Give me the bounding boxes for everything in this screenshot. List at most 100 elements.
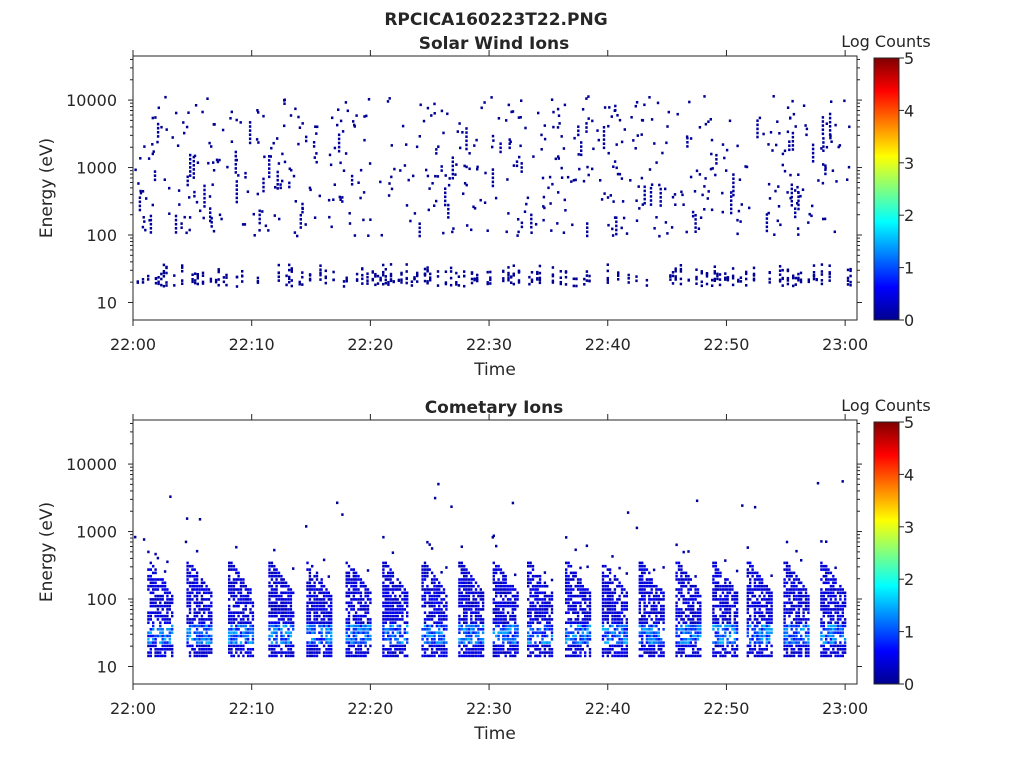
heatmap-cell xyxy=(232,611,236,614)
heatmap-cell xyxy=(444,199,447,203)
heatmap-cell xyxy=(273,628,276,631)
heatmap-cell xyxy=(790,591,793,595)
heatmap-cell xyxy=(294,107,297,111)
heatmap-cell xyxy=(428,594,431,598)
heatmap-cell xyxy=(694,214,697,217)
heatmap-cell xyxy=(426,571,429,575)
x-tick-label: 22:50 xyxy=(703,335,749,354)
heatmap-cell xyxy=(574,604,577,608)
heatmap-cell xyxy=(421,564,424,568)
heatmap-cell xyxy=(138,196,142,199)
heatmap-cell xyxy=(731,598,734,601)
heatmap-cell xyxy=(618,641,621,644)
heatmap-cell xyxy=(830,100,833,103)
heatmap-cell xyxy=(189,170,192,173)
heatmap-cell xyxy=(230,631,233,634)
heatmap-cell xyxy=(391,591,395,595)
heatmap-cell xyxy=(543,634,547,638)
heatmap-cell xyxy=(820,147,823,150)
heatmap-cell xyxy=(282,608,285,611)
heatmap-cell xyxy=(191,273,194,276)
heatmap-cell xyxy=(680,594,683,598)
heatmap-cell xyxy=(275,581,278,585)
heatmap-cell xyxy=(733,631,736,634)
heatmap-cell xyxy=(201,110,204,114)
heatmap-cell xyxy=(541,618,544,621)
heatmap-cell xyxy=(620,618,624,621)
heatmap-cell xyxy=(198,641,201,644)
heatmap-cell xyxy=(232,638,236,641)
heatmap-cell xyxy=(222,276,226,279)
heatmap-cell xyxy=(467,634,471,638)
heatmap-cell xyxy=(699,648,702,651)
heatmap-cell xyxy=(499,628,503,631)
heatmap-cell xyxy=(147,654,150,658)
heatmap-cell xyxy=(200,588,204,591)
heatmap-cell xyxy=(275,604,278,608)
heatmap-cell xyxy=(339,198,342,201)
heatmap-cell xyxy=(569,618,573,621)
heatmap-cell xyxy=(156,556,160,560)
heatmap-cell xyxy=(704,177,707,180)
heatmap-cell xyxy=(530,280,534,283)
heatmap-cell xyxy=(517,271,521,274)
heatmap-cell xyxy=(543,601,547,605)
heatmap-cell xyxy=(680,631,683,634)
heatmap-cell xyxy=(601,611,605,614)
heatmap-cell xyxy=(576,611,580,614)
heatmap-cell xyxy=(534,611,537,614)
heatmap-cell xyxy=(154,604,157,608)
heatmap-cell xyxy=(675,574,678,578)
heatmap-cell xyxy=(627,273,630,277)
heatmap-cell xyxy=(758,614,761,618)
heatmap-cell xyxy=(210,651,213,654)
heatmap-cell xyxy=(230,594,233,598)
heatmap-cell xyxy=(166,591,169,595)
heatmap-cell xyxy=(726,618,729,621)
heatmap-cell xyxy=(207,591,211,595)
heatmap-cell xyxy=(778,132,781,135)
heatmap-cell xyxy=(460,641,463,644)
heatmap-cell xyxy=(325,631,328,634)
heatmap-cell xyxy=(792,631,796,634)
heatmap-cell xyxy=(525,202,528,206)
heatmap-cell xyxy=(768,608,771,611)
heatmap-cell xyxy=(516,604,519,608)
heatmap-cell xyxy=(584,588,587,591)
heatmap-cell xyxy=(788,594,791,598)
heatmap-cell xyxy=(275,584,278,588)
heatmap-cell xyxy=(241,270,244,273)
heatmap-cell xyxy=(579,581,582,585)
heatmap-cell xyxy=(444,270,448,273)
heatmap-cell xyxy=(752,277,756,281)
heatmap-cell xyxy=(306,604,309,608)
heatmap-cell xyxy=(542,195,546,199)
heatmap-cell xyxy=(700,270,703,273)
heatmap-cell xyxy=(298,280,301,284)
heatmap-cell xyxy=(192,164,195,167)
heatmap-cell xyxy=(495,544,498,548)
heatmap-cell xyxy=(435,611,439,614)
heatmap-cell xyxy=(783,631,786,634)
heatmap-cell xyxy=(550,638,554,641)
heatmap-cell xyxy=(645,638,649,641)
heatmap-cell xyxy=(423,561,427,565)
heatmap-cell xyxy=(194,281,197,285)
heatmap-cell xyxy=(463,568,466,571)
heatmap-cell xyxy=(479,591,482,595)
heatmap-cell xyxy=(322,638,326,641)
heatmap-cell xyxy=(284,654,288,658)
heatmap-cell xyxy=(715,162,718,165)
heatmap-cell xyxy=(657,618,660,621)
heatmap-cell xyxy=(168,644,171,648)
heatmap-cell xyxy=(438,581,441,585)
heatmap-cell xyxy=(463,654,466,658)
heatmap-cell xyxy=(797,631,801,634)
heatmap-cell xyxy=(715,153,718,157)
heatmap-cell xyxy=(499,601,503,605)
heatmap-cell xyxy=(275,568,278,571)
heatmap-cell xyxy=(406,621,409,624)
heatmap-cell xyxy=(403,608,406,611)
heatmap-cell xyxy=(347,644,351,648)
heatmap-cell xyxy=(620,588,624,591)
